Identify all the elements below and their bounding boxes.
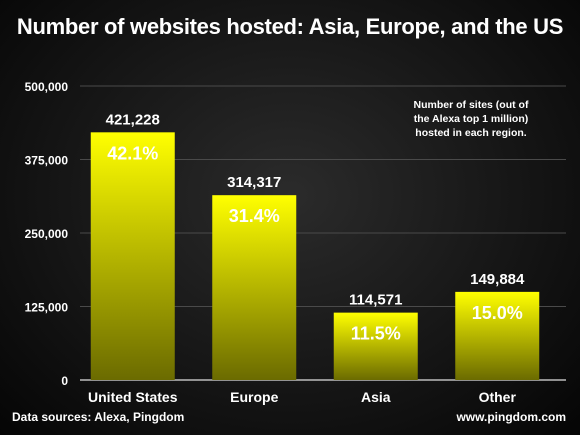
bar (333, 312, 418, 380)
y-tick-label: 0 (61, 374, 68, 388)
x-category-label: Other (479, 389, 517, 405)
data-source-note: Data sources: Alexa, Pingdom (12, 410, 185, 424)
bar-percent-label: 42.1% (107, 143, 158, 163)
y-tick-label: 375,000 (25, 154, 69, 168)
x-category-label: Europe (230, 389, 278, 405)
chart-annotation: Number of sites (out of the Alexa top 1 … (413, 99, 529, 139)
bar-percent-label: 11.5% (351, 324, 401, 344)
bar (455, 291, 540, 380)
bar-percent-label: 15.0% (472, 303, 523, 323)
bar-value-label: 114,571 (349, 292, 402, 309)
bar-percent-label: 31.4% (229, 206, 280, 226)
y-tick-label: 250,000 (25, 227, 69, 241)
y-tick-label: 500,000 (25, 80, 69, 94)
bar-value-label: 314,317 (227, 174, 281, 191)
x-category-label: Asia (361, 389, 391, 405)
chart-title: Number of websites hosted: Asia, Europe,… (16, 14, 564, 39)
x-category-label: United States (88, 389, 178, 405)
bar (212, 195, 297, 380)
website-url: www.pingdom.com (456, 410, 566, 424)
bar (90, 132, 175, 380)
y-tick-label: 125,000 (25, 301, 69, 315)
bar-value-label: 421,228 (106, 111, 160, 128)
bar-value-label: 149,884 (470, 271, 525, 288)
